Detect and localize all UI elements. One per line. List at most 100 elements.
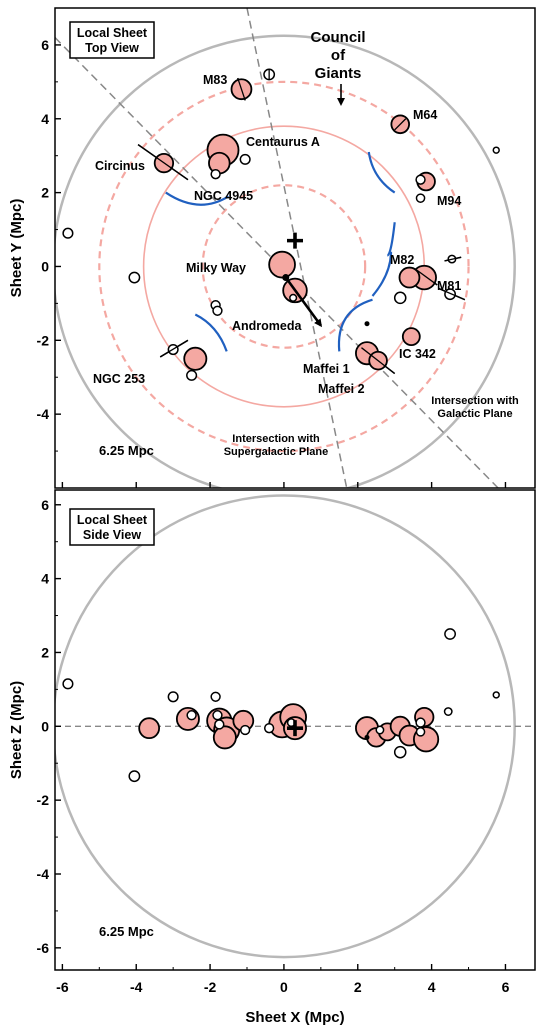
dwarf-galaxy (375, 725, 385, 735)
dwarf-galaxy (128, 770, 141, 783)
wall-arc (386, 222, 396, 257)
dwarf-galaxy (210, 168, 221, 180)
council-annotation: Council of Giants (311, 29, 366, 106)
top-galaxy-labels: Milky Way Andromeda Centaurus A NGC 4945… (93, 73, 461, 396)
x-tick-label: -4 (130, 979, 143, 995)
wall-arc (194, 313, 228, 352)
dwarf-galaxy (393, 291, 407, 305)
dwarf-galaxy (239, 153, 251, 165)
label-ic-342: IC 342 (399, 347, 436, 361)
dwarf-galaxy (415, 727, 426, 737)
label-m64: M64 (413, 108, 437, 122)
y-tick-label: 6 (41, 37, 49, 53)
x-tick-label: 6 (502, 979, 510, 995)
ring-2.2-mpc (201, 184, 367, 349)
galaxy-ic-342 (401, 327, 421, 347)
x-tick-label: 0 (280, 979, 288, 995)
y-tick-label: 0 (41, 718, 49, 734)
dwarf-galaxy (415, 193, 426, 203)
bottom-y-ticks: -6 -4 -2 0 2 4 6 (37, 497, 61, 956)
y-tick-label: -2 (37, 332, 50, 348)
top-plot-area (55, 8, 516, 488)
dwarf-galaxy (62, 678, 74, 690)
top-panel: -4 -2 0 2 4 6 Local Sheet Top View Sheet Y (M… (8, 7, 536, 489)
x-tick-label: -2 (204, 979, 217, 995)
giant-galaxy (138, 717, 161, 740)
supergalactic-plane-line (246, 8, 348, 488)
galaxy-m82 (398, 266, 421, 289)
council-line-1: Council (311, 29, 366, 46)
giant-galaxy (212, 725, 237, 750)
dwarf-galaxy (62, 227, 74, 239)
top-title-box: Local Sheet Top View (69, 21, 155, 59)
y-tick-label: 4 (41, 111, 49, 127)
wall-arc (165, 191, 230, 206)
orientation-bar-overlay (438, 288, 466, 301)
label-milky-way: Milky Way (186, 261, 246, 275)
observer-plus-marker (287, 232, 303, 249)
y-tick-label: -4 (37, 866, 50, 882)
dwarf-galaxy (415, 174, 426, 185)
x-tick-label: -6 (56, 979, 69, 995)
top-y-ticks: -4 -2 0 2 4 6 (37, 7, 61, 452)
orientation-bar-overlay (159, 339, 189, 358)
dwarf-galaxy (289, 293, 298, 302)
galaxy-ngc-253 (183, 346, 208, 371)
bottom-title-line-2: Side View (83, 528, 141, 542)
label-circinus: Circinus (95, 159, 145, 173)
top-panel-frame (54, 7, 536, 489)
label-centaurus-a: Centaurus A (246, 135, 320, 149)
galactic-line-1: Intersection with (431, 395, 519, 407)
label-maffei-1: Maffei 1 (303, 362, 350, 376)
galaxy-ngc-4945 (208, 151, 231, 175)
top-boundary-circle (55, 34, 516, 488)
x-tick-label: 4 (428, 979, 436, 995)
label-maffei-2: Maffei 2 (318, 382, 365, 396)
bottom-plot-area (55, 494, 535, 959)
x-axis-title: Sheet X (Mpc) (245, 1009, 344, 1026)
bottom-title-box: Local Sheet Side View (69, 508, 155, 546)
label-andromeda: Andromeda (232, 319, 303, 333)
point-source (364, 321, 370, 327)
y-tick-label: 6 (41, 497, 49, 513)
dwarf-galaxy (212, 710, 223, 721)
label-m83: M83 (203, 73, 227, 87)
top-y-axis-title: Sheet Y (Mpc) (8, 199, 25, 298)
dwarf-galaxy (415, 717, 426, 728)
wall-arc (367, 151, 396, 194)
point-source (364, 734, 370, 740)
dwarf-galaxy (210, 691, 221, 702)
bottom-title-line-1: Local Sheet (77, 513, 148, 527)
dwarf-galaxy (443, 707, 453, 716)
y-tick-label: 2 (41, 185, 49, 201)
y-tick-label: 0 (41, 258, 49, 274)
dwarf-galaxy (214, 719, 225, 730)
label-ngc-4945: NGC 4945 (194, 189, 253, 203)
orientation-bar-overlay (237, 77, 246, 101)
wall-arc (371, 251, 393, 297)
giant-galaxy (175, 706, 200, 731)
council-line-2: of (331, 47, 346, 64)
supergalactic-line-1: Intersection with (232, 433, 320, 445)
label-m81: M81 (437, 279, 461, 293)
council-line-3: Giants (315, 65, 362, 82)
label-m82: M82 (390, 253, 414, 267)
bottom-y-axis-title: Sheet Z (Mpc) (8, 681, 25, 779)
dwarf-galaxy (186, 710, 197, 721)
top-boundary-label: 6.25 Mpc (99, 443, 154, 458)
dwarf-galaxy (167, 691, 179, 703)
top-title-line-2: Top View (85, 41, 139, 55)
bottom-panel: -6 -4 -2 0 2 4 6 -6 -4 -2 0 2 4 6 Local Sheet Side V… (8, 482, 536, 995)
bottom-panel-frame (54, 489, 536, 971)
bottom-boundary-circle (55, 494, 516, 959)
dwarf-galaxy (263, 722, 275, 734)
ring-5-mpc (98, 80, 470, 453)
label-m94: M94 (437, 194, 461, 208)
dwarf-galaxy (128, 271, 141, 284)
orientation-bar-overlay (137, 144, 189, 181)
y-tick-label: -6 (37, 940, 50, 956)
supergalactic-plane-label: Intersection with Supergalactic Plane (224, 433, 329, 458)
galactic-line-2: Galactic Plane (437, 408, 512, 420)
dwarf-galaxy (212, 305, 223, 316)
